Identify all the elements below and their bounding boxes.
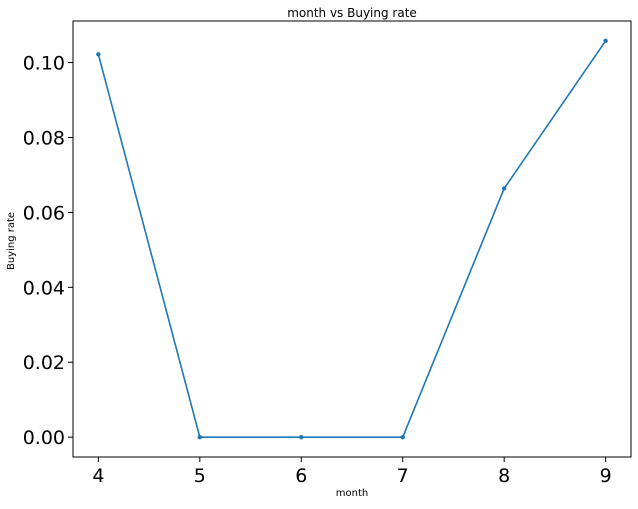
- y-tick-label: 0.10: [23, 53, 65, 75]
- x-tick-label: 6: [295, 465, 307, 487]
- x-tick-label: 9: [600, 465, 612, 487]
- x-tick-label: 7: [397, 465, 409, 487]
- chart-title: month vs Buying rate: [287, 6, 417, 20]
- y-axis-ticks: 0.00 0.02 0.04 0.06 0.08 0.10: [23, 53, 73, 449]
- x-axis-label: month: [336, 488, 368, 499]
- y-tick-label: 0.02: [23, 352, 65, 374]
- data-point: [501, 186, 507, 191]
- data-point: [400, 434, 405, 440]
- data-point: [603, 38, 608, 44]
- y-tick-label: 0.06: [23, 202, 65, 224]
- data-point: [197, 434, 203, 440]
- y-tick-label: 0.00: [23, 427, 65, 449]
- series-layer: [96, 38, 608, 440]
- series-line: [97, 40, 607, 438]
- y-tick-label: 0.08: [23, 127, 65, 149]
- x-tick-label: 5: [194, 465, 206, 487]
- data-point: [96, 52, 101, 57]
- plot-frame: [72, 20, 632, 458]
- y-axis-label: Buying rate: [6, 212, 17, 270]
- y-tick-label: 0.04: [23, 277, 65, 299]
- x-axis-ticks: 4 5 6 7 8 9: [92, 457, 612, 487]
- x-tick-label: 8: [498, 465, 510, 487]
- x-tick-label: 4: [92, 465, 104, 487]
- plot-background: [73, 21, 631, 457]
- data-point: [299, 434, 304, 440]
